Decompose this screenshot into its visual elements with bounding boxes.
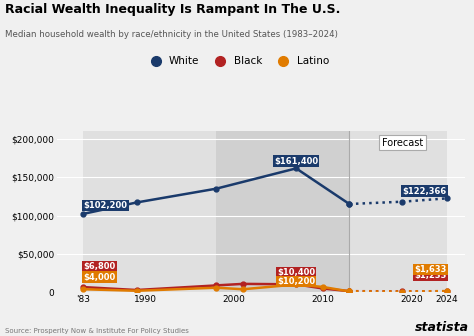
Text: $10,400: $10,400 xyxy=(277,268,315,277)
Text: $4,000: $4,000 xyxy=(83,272,116,282)
Text: $10,200: $10,200 xyxy=(277,277,315,286)
Text: $161,400: $161,400 xyxy=(274,157,318,166)
Bar xyxy=(349,131,447,292)
Text: statista: statista xyxy=(415,321,469,334)
Text: $1,633: $1,633 xyxy=(414,265,447,274)
Text: $6,800: $6,800 xyxy=(83,262,116,271)
Text: Racial Wealth Inequality Is Rampant In The U.S.: Racial Wealth Inequality Is Rampant In T… xyxy=(5,3,340,16)
Bar xyxy=(217,131,349,292)
Text: Source: Prosperity Now & Institute For Policy Studies: Source: Prosperity Now & Institute For P… xyxy=(5,328,189,334)
Text: $122,366: $122,366 xyxy=(402,186,447,196)
Text: Median household wealth by race/ethnicity in the United States (1983–2024): Median household wealth by race/ethnicit… xyxy=(5,30,337,39)
Text: $1,233: $1,233 xyxy=(414,271,447,280)
Bar xyxy=(83,131,217,292)
Text: $102,200: $102,200 xyxy=(83,201,128,210)
Legend: White, Black, Latino: White, Black, Latino xyxy=(141,52,333,71)
Text: Forecast: Forecast xyxy=(382,137,423,148)
